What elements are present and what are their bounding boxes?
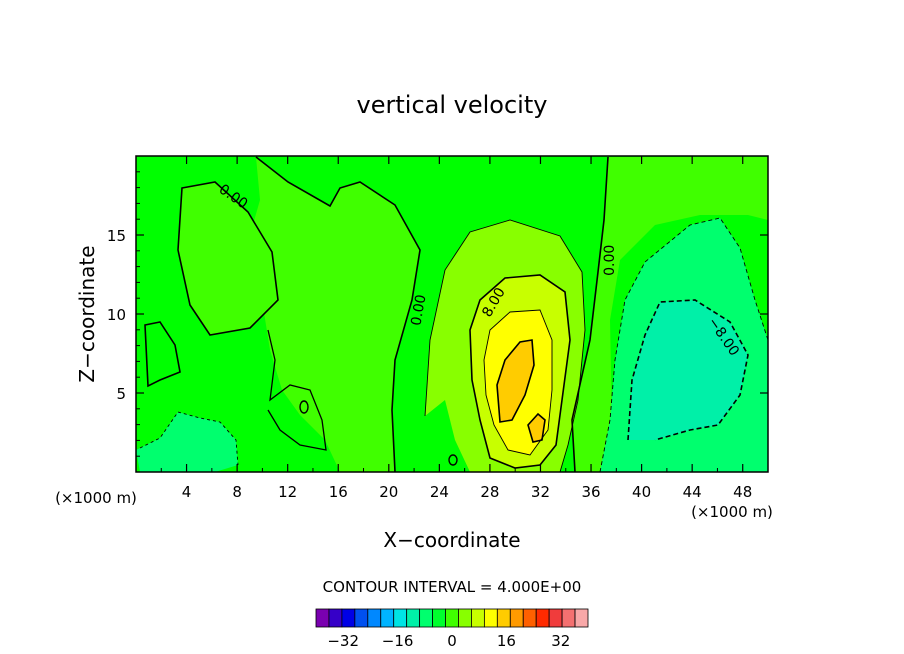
x-tick-label: 8 <box>232 483 242 501</box>
contour-minus8 <box>627 299 749 441</box>
zero-contour-left-blob <box>177 181 279 336</box>
zero-contour-center <box>255 156 421 472</box>
contour-plus16 <box>496 339 535 423</box>
plot-area: 0.000.000.008.00−8.00 <box>135 155 769 473</box>
contour-lines <box>139 156 768 472</box>
x-unit-label-left: (×1000 m) <box>55 489 137 507</box>
contour-small-loop <box>299 400 309 414</box>
contour-plus16-small <box>527 412 546 443</box>
colorbar-swatch <box>522 608 537 628</box>
x-tick-label: 28 <box>480 483 499 501</box>
colorbar-swatch <box>328 608 343 628</box>
colorbar-swatch <box>445 608 459 628</box>
x-tick-label: 4 <box>182 483 192 501</box>
y-axis-label: Z−coordinate <box>75 245 99 382</box>
colorbar-swatch <box>561 608 576 628</box>
colorbar-swatch <box>535 608 550 628</box>
colorbar-swatch <box>471 608 485 628</box>
x-tick-label: 20 <box>379 483 398 501</box>
x-axis-label: X−coordinate <box>383 528 520 552</box>
colorbar-swatch <box>432 608 446 628</box>
zero-contour-right <box>571 156 609 472</box>
colorbar-swatch <box>548 608 563 628</box>
contour-plus8 <box>469 274 571 469</box>
region-plus4-left <box>178 182 278 335</box>
x-tick-label: 48 <box>733 483 752 501</box>
colorbar-swatch <box>367 608 382 628</box>
colorbar-swatch <box>483 608 498 628</box>
chart-title: vertical velocity <box>357 91 548 119</box>
colorbar-tick-label: −32 <box>327 632 359 650</box>
region-minus4-left-patches <box>136 412 238 472</box>
contour-fills <box>136 157 768 472</box>
zero-contour-wiggle <box>267 329 327 451</box>
x-tick-label: 24 <box>430 483 449 501</box>
x-tick-label: 16 <box>329 483 348 501</box>
y-tick-label: 5 <box>116 385 126 403</box>
x-axis-ticks: 4 8 12 16 20 24 28 32 36 40 44 48 <box>160 156 752 501</box>
region-plus4-center <box>240 157 420 472</box>
y-tick-label: 10 <box>107 306 126 324</box>
x-tick-label: 12 <box>278 483 297 501</box>
x-tick-label: 32 <box>531 483 550 501</box>
colorbar-swatch <box>354 608 369 628</box>
zero-contour-left-edge <box>144 321 181 388</box>
x-tick-label: 44 <box>683 483 702 501</box>
region-minus8-downdraft <box>628 300 748 440</box>
contour-plus12 <box>483 309 553 456</box>
x-tick-label: 40 <box>632 483 651 501</box>
x-tick-label: 36 <box>581 483 600 501</box>
colorbar-swatch <box>496 608 511 628</box>
colorbar-tick-label: 0 <box>447 632 457 650</box>
y-axis-ticks: 5 10 15 <box>107 171 768 457</box>
colorbar-swatch <box>419 608 433 628</box>
contour-label: 0.00 <box>602 245 618 276</box>
colorbar-swatch <box>341 608 356 628</box>
colorbar-swatch <box>406 608 421 628</box>
colorbar-tick-label: −16 <box>382 632 414 650</box>
contour-interval-text: CONTOUR INTERVAL = 4.000E+00 <box>323 578 582 596</box>
region-plus4-right <box>572 157 768 472</box>
contour-minus4 <box>599 217 768 472</box>
contour-plus4 <box>424 219 586 472</box>
colorbar-swatch <box>393 608 408 628</box>
contour-small-loop-2 <box>448 454 458 466</box>
region-plus16-core <box>497 340 534 422</box>
colorbar: −32 −16 0 16 32 <box>315 608 589 650</box>
colorbar-tick-label: 16 <box>497 632 516 650</box>
colorbar-swatch <box>509 608 524 628</box>
x-unit-label-right: (×1000 m) <box>691 503 773 521</box>
colorbar-swatch <box>315 608 330 628</box>
contour-label: 0.00 <box>408 293 429 326</box>
colorbar-swatch <box>574 608 589 628</box>
colorbar-tick-label: 32 <box>551 632 570 650</box>
colorbar-swatch <box>458 608 472 628</box>
y-tick-label: 15 <box>107 227 126 245</box>
colorbar-swatch <box>380 608 395 628</box>
contour-minus4-left <box>139 411 239 466</box>
